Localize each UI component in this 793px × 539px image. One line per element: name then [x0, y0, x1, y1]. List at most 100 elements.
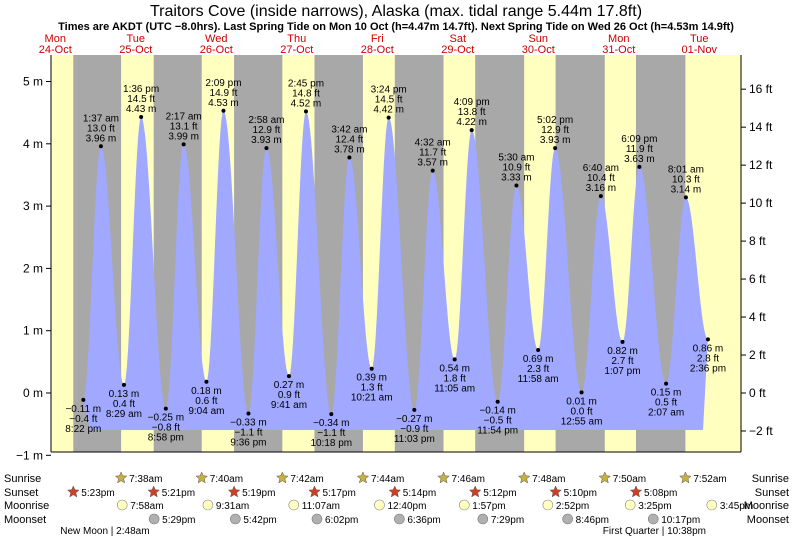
tide-point	[683, 195, 688, 200]
tide-label: 2:07 am	[648, 408, 684, 419]
tide-label: −0.25 m	[148, 413, 184, 424]
tide-label: −0.14 m	[479, 406, 515, 417]
day-name: Mon	[608, 33, 629, 45]
day-date: 29-Oct	[441, 44, 474, 56]
tide-label: 6:09 pm	[621, 134, 657, 145]
moonset-time: 5:29pm	[162, 515, 195, 526]
day-date: 31-Oct	[602, 44, 635, 56]
chart-subtitle: Times are AKDT (UTC −8.0hrs). Last Sprin…	[58, 21, 734, 33]
tide-label: 10:18 pm	[310, 438, 352, 449]
tide-label: 9:36 pm	[230, 438, 266, 449]
sunset-time: 5:21pm	[162, 488, 195, 499]
tide-label: 10:21 am	[351, 393, 393, 404]
day-date: 01-Nov	[682, 44, 718, 56]
tide-label: 4.52 m	[291, 98, 322, 109]
tide-label: 14.5 ft	[127, 94, 155, 105]
tide-label: 3.33 m	[501, 173, 532, 184]
tide-point	[664, 381, 669, 386]
tide-point	[430, 168, 435, 173]
tide-label: 3.96 m	[86, 133, 117, 144]
moonrise-time: 7:58am	[130, 501, 163, 512]
tide-point	[139, 115, 144, 120]
tide-label: 13.8 ft	[458, 107, 486, 118]
day-date: 30-Oct	[522, 44, 555, 56]
moonrise-time: 2:52pm	[556, 501, 589, 512]
tide-label: 2:09 pm	[205, 78, 241, 89]
tide-label: 2.8 ft	[697, 353, 719, 364]
moonset-time: 6:36pm	[407, 515, 440, 526]
tide-point	[264, 146, 269, 151]
right-tick-label: 10 ft	[749, 196, 773, 210]
tide-label: 2:58 am	[248, 115, 284, 126]
tide-point	[598, 194, 603, 199]
tide-label: 8:22 pm	[65, 424, 101, 435]
tide-label: 13.0 ft	[87, 123, 115, 134]
moonset-icon	[230, 513, 241, 525]
day-date: 27-Oct	[280, 44, 313, 56]
tide-label: 3:24 pm	[371, 85, 407, 96]
left-tick-label: 5 m	[23, 75, 43, 89]
tide-point	[246, 411, 251, 416]
left-tick-label: 4 m	[23, 137, 43, 151]
day-date: 26-Oct	[200, 44, 233, 56]
chart-title: Traitors Cove (inside narrows), Alaska (…	[150, 3, 642, 20]
left-tick-label: 2 m	[23, 261, 43, 275]
moonrise-time: 9:31am	[216, 501, 249, 512]
row-label-left: Moonrise	[4, 500, 49, 512]
day-name: Mon	[45, 33, 66, 45]
tide-point	[163, 406, 168, 411]
tide-label: 10.3 ft	[672, 174, 700, 185]
tide-label: 0.82 m	[607, 346, 638, 357]
tide-label: 2.3 ft	[527, 364, 549, 375]
tide-label: 3.16 m	[586, 183, 617, 194]
sunrise-time: 7:50am	[613, 474, 646, 485]
tide-point	[620, 339, 625, 344]
low-tide-marker: −0.33 m−1.1 ft9:36 pm	[230, 411, 267, 449]
moonrise-icon	[458, 499, 470, 511]
tide-label: −0.5 ft	[484, 416, 512, 427]
tide-label: 0.15 m	[651, 388, 682, 399]
tide-label: −1.1 ft	[317, 428, 345, 439]
sunrise-time: 7:44am	[371, 474, 404, 485]
moonset-icon	[311, 513, 323, 525]
right-tick-label: −2 ft	[749, 424, 773, 438]
right-tick-label: 2 ft	[749, 348, 766, 362]
row-label-right: Sunrise	[752, 473, 789, 485]
tide-label: 4.43 m	[126, 104, 157, 115]
tide-point	[536, 348, 541, 353]
sunrise-icon	[195, 471, 209, 484]
low-tide-marker: −0.11 m−0.4 ft8:22 pm	[65, 397, 101, 435]
tide-point	[121, 382, 126, 387]
tide-label: 0.13 m	[109, 389, 140, 400]
tide-label: 5:30 am	[498, 153, 534, 164]
sunrise-icon	[598, 471, 612, 484]
tide-label: 3.63 m	[624, 154, 655, 165]
sunrise-icon	[679, 471, 692, 484]
tide-label: −0.4 ft	[69, 414, 97, 425]
tide-label: 3.93 m	[540, 135, 571, 146]
sunrise-time: 7:38am	[129, 474, 162, 485]
tide-label: 10.9 ft	[503, 163, 531, 174]
tide-label: 14.8 ft	[292, 88, 320, 99]
sunset-icon	[549, 485, 562, 498]
tide-label: 4.22 m	[456, 117, 487, 128]
tide-label: 1.3 ft	[361, 383, 383, 394]
tide-point	[369, 366, 374, 371]
tide-label: 11.7 ft	[419, 148, 446, 159]
sunset-time: 5:23pm	[81, 488, 114, 499]
tide-point	[705, 337, 710, 342]
day-date: 28-Oct	[361, 44, 394, 56]
tide-point	[386, 115, 391, 120]
tide-point	[181, 142, 186, 147]
moonset-time: 6:02pm	[325, 515, 358, 526]
moon-phase-label: First Quarter | 10:38pm	[603, 526, 706, 537]
moonset-icon	[477, 513, 489, 525]
tide-label: 4:32 am	[415, 138, 451, 149]
moonset-icon	[647, 513, 659, 525]
tide-label: 1:07 pm	[604, 366, 640, 377]
